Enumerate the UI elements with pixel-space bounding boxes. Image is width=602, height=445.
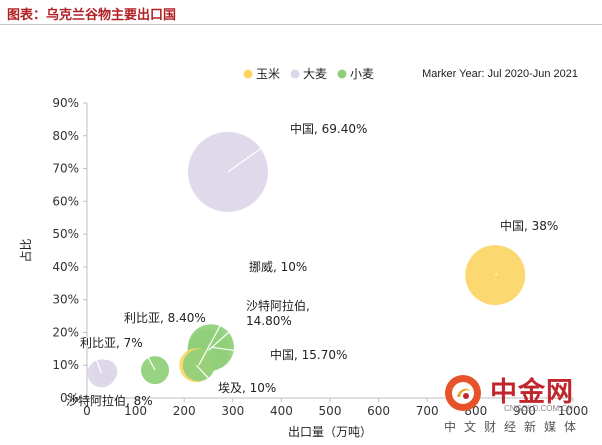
x-tick-label: 700 (416, 404, 439, 418)
leader-line (227, 129, 288, 173)
leader-line (494, 273, 498, 276)
leader-line (210, 346, 267, 356)
leader-line (94, 355, 103, 374)
brand-logo-icon (445, 375, 481, 411)
header-bar: 图表：乌克兰谷物主要出口国 (0, 0, 602, 25)
legend-swatch-icon (243, 69, 253, 79)
legend-label: 小麦 (350, 67, 374, 81)
x-tick-label: 1000 (558, 404, 589, 418)
leader-line (198, 277, 247, 366)
bubble-大麦 (93, 359, 118, 384)
watermark: 中金网 CNGOLD.COM.CN 中文财经新媒体 (440, 368, 600, 440)
data-label: 中国, 15.70% (270, 347, 347, 362)
data-label: 挪威, 10% (249, 260, 307, 274)
page-title: 图表：乌克兰谷物主要出口国 (7, 8, 177, 23)
x-tick-label: 900 (513, 404, 536, 418)
y-tick-label: 40% (52, 260, 79, 274)
y-tick-label: 60% (52, 194, 79, 208)
legend-label: 大麦 (303, 67, 327, 81)
data-label: 沙特阿拉伯, 14.80% (246, 298, 310, 328)
y-tick-label: 90% (52, 96, 79, 110)
watermark-slogan: 中文财经新媒体 (444, 420, 585, 434)
x-tick-label: 500 (319, 404, 342, 418)
y-tick-label: 70% (52, 162, 79, 176)
y-axis-title: 占比 (18, 238, 33, 262)
x-tick-label: 200 (173, 404, 196, 418)
x-tick-label: 600 (367, 404, 390, 418)
y-tick-label: 10% (52, 358, 79, 372)
legend-label: 玉米 (256, 67, 280, 81)
data-label: 中国, 69.40% (290, 121, 367, 136)
data-label: 埃及, 10% (218, 381, 276, 395)
data-labels: 中国, 38% 埃及, 10% 中国, 69.40% 利比亚, 7% 沙特阿拉伯, 8%… (66, 121, 558, 408)
leader-line (147, 356, 156, 371)
data-label: 利比亚, 8.40% (124, 311, 206, 325)
watermark-brand: 中金网 (490, 377, 574, 408)
y-tick-label: 20% (52, 325, 79, 339)
x-axis-title: 出口量（万吨） (288, 425, 372, 439)
legend-swatch-icon (290, 69, 300, 79)
y-tick-label: 80% (52, 129, 79, 143)
x-tick-label: 300 (221, 404, 244, 418)
leader-line (208, 321, 241, 351)
y-tick-label: 50% (52, 227, 79, 241)
marker-year-note: Marker Year: Jul 2020-Jun 2021 (422, 68, 578, 80)
watermark-url: CNGOLD.COM.CN (504, 404, 573, 413)
leader-lines (94, 129, 498, 383)
x-tick-label: 400 (270, 404, 293, 418)
y-tick-label: 30% (52, 293, 79, 307)
data-label: 中国, 38% (500, 218, 558, 233)
data-label: 沙特阿拉伯, 8% (66, 393, 153, 408)
data-label: 利比亚, 7% (80, 336, 143, 350)
x-tick-label: 0 (83, 404, 91, 418)
leader-line (195, 364, 213, 383)
y-tick-label: 0% (60, 391, 79, 405)
x-tick-label: 100 (124, 404, 147, 418)
legend-swatch-icon (337, 69, 347, 79)
chart-axes: 0% 10% 20% 30% 40% 50% 60% 70% 80% 90% 0 100 200 300 4… (18, 96, 588, 439)
chart-legend: 玉米 大麦 小麦 (243, 67, 374, 81)
